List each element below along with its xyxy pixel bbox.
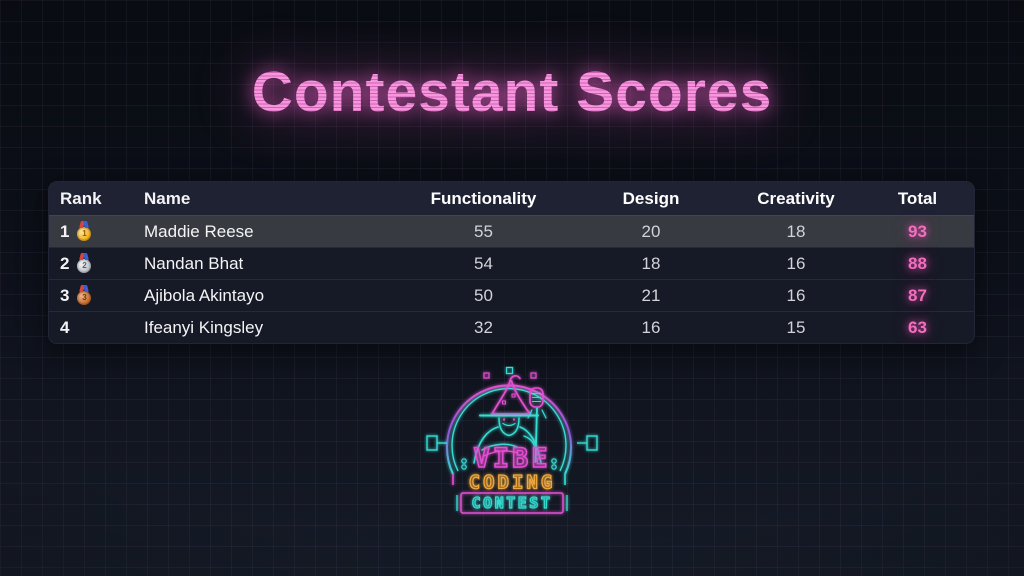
scores-table: Rank Name Functionality Design Creativity Tot… bbox=[48, 181, 975, 344]
name-cell: Nandan Bhat bbox=[144, 253, 244, 273]
logo-text-contest: CONTEST bbox=[472, 494, 553, 512]
table-row: 2 2 Nandan Bhat 54 18 16 88 bbox=[49, 247, 974, 279]
functionality-cell: 50 bbox=[474, 285, 493, 305]
gold-medal-icon: 1 bbox=[77, 226, 92, 241]
logo-text-coding: CODING bbox=[469, 472, 556, 494]
table-row: 1 1 Maddie Reese 55 20 18 93 bbox=[49, 215, 974, 247]
contest-logo: VIBE CODING CONTEST bbox=[424, 366, 600, 518]
logo-contest-box: CONTEST bbox=[456, 492, 568, 514]
total-cell: 93 bbox=[908, 221, 927, 241]
name-cell: Maddie Reese bbox=[144, 221, 254, 241]
rank-number: 4 bbox=[60, 317, 70, 337]
design-cell: 18 bbox=[641, 253, 661, 273]
total-cell: 87 bbox=[908, 285, 927, 305]
bronze-medal-icon: 3 bbox=[77, 290, 92, 305]
functionality-cell: 55 bbox=[474, 221, 493, 241]
rank-number: 3 bbox=[60, 285, 70, 305]
table-row: 4 Ifeanyi Kingsley 32 16 15 63 bbox=[49, 311, 974, 343]
total-cell: 88 bbox=[908, 253, 927, 273]
creativity-cell: 18 bbox=[786, 221, 806, 241]
wizard-with-microphone-icon: VIBE CODING CONTEST bbox=[426, 366, 598, 514]
logo-text-vibe: VIBE bbox=[473, 443, 550, 474]
column-header-total: Total bbox=[897, 188, 938, 208]
name-cell: Ajibola Akintayo bbox=[144, 285, 265, 305]
page-title: Contestant Scores bbox=[0, 59, 1024, 125]
total-cell: 63 bbox=[908, 317, 927, 337]
neon-ring bbox=[426, 366, 598, 485]
design-cell: 16 bbox=[641, 317, 661, 337]
creativity-cell: 16 bbox=[786, 253, 806, 273]
rank-cell: 4 bbox=[49, 312, 144, 343]
creativity-cell: 16 bbox=[786, 285, 806, 305]
rank-number: 2 bbox=[60, 253, 70, 273]
functionality-cell: 32 bbox=[474, 317, 493, 337]
column-header-name: Name bbox=[144, 188, 191, 208]
table-row: 3 3 Ajibola Akintayo 50 21 16 87 bbox=[49, 279, 974, 311]
creativity-cell: 15 bbox=[786, 317, 806, 337]
functionality-cell: 54 bbox=[474, 253, 493, 273]
design-cell: 20 bbox=[641, 221, 661, 241]
column-header-creativity: Creativity bbox=[757, 188, 835, 208]
table-header-row: Rank Name Functionality Design Creativity Tot… bbox=[49, 182, 974, 215]
column-header-design: Design bbox=[622, 188, 680, 208]
rank-number: 1 bbox=[60, 221, 70, 241]
column-header-rank: Rank bbox=[60, 188, 102, 208]
column-header-functionality: Functionality bbox=[430, 188, 537, 208]
wizard-figure bbox=[473, 375, 547, 464]
silver-medal-icon: 2 bbox=[77, 258, 92, 273]
score-table-body: 1 1 Maddie Reese 55 20 18 93 2 2 Nandan Bhat 54 18 1… bbox=[49, 215, 974, 343]
name-cell: Ifeanyi Kingsley bbox=[144, 317, 264, 337]
design-cell: 21 bbox=[641, 285, 661, 305]
